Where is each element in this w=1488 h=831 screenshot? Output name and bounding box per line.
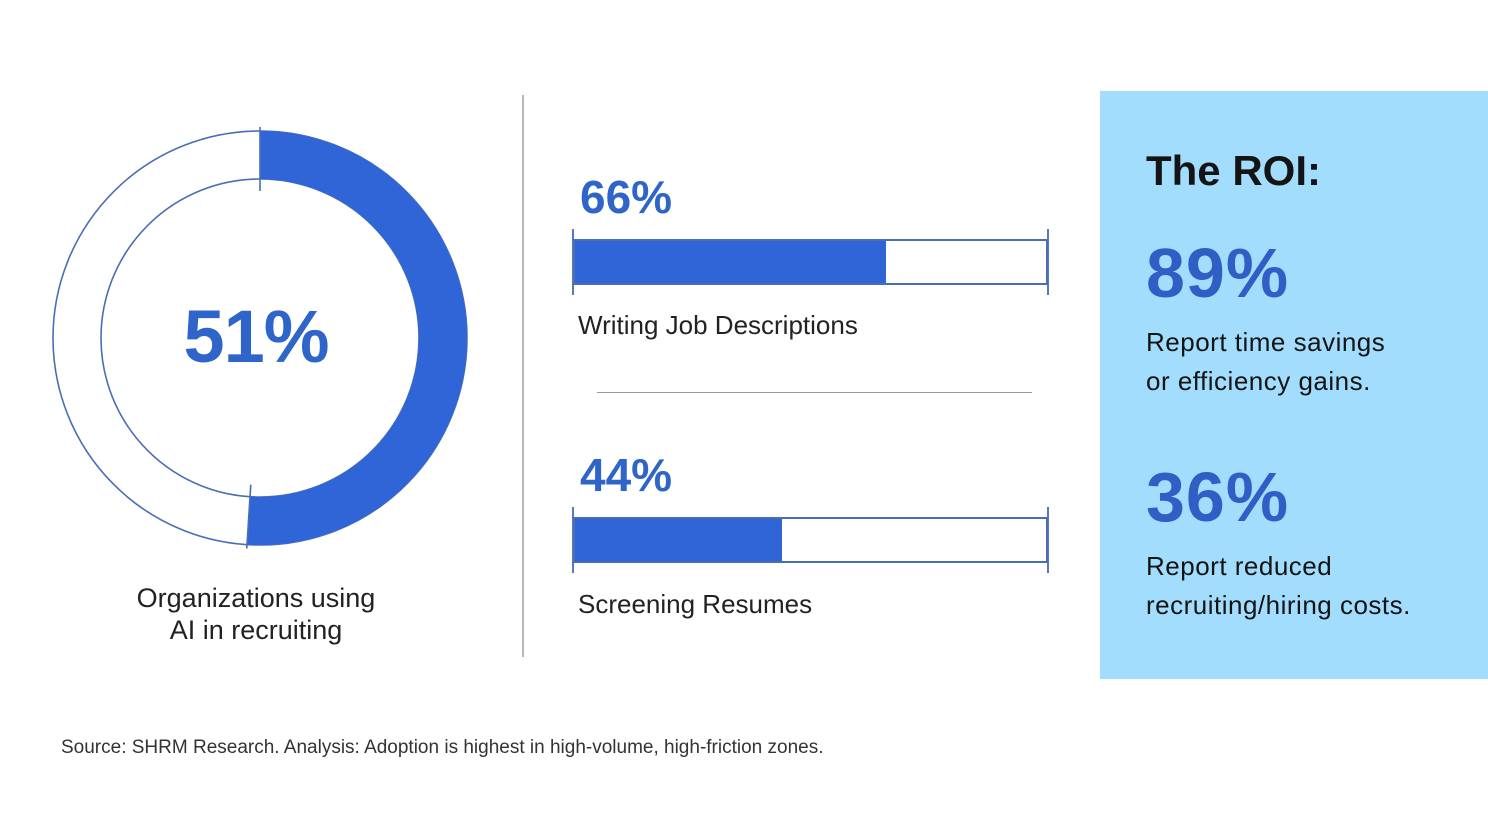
roi-description-2: Report reduced recruiting/hiring costs. [1146, 547, 1476, 625]
donut-value-label: 51% [183, 295, 329, 378]
source-note: Source: SHRM Research. Analysis: Adoptio… [61, 737, 824, 758]
donut-caption: Organizations using AI in recruiting [96, 582, 416, 646]
bar-1-right-tick [1047, 229, 1049, 295]
bar-2-value-label: 44% [580, 449, 673, 501]
bar-1-track [573, 239, 1048, 285]
bar-2-category-label: Screening Resumes [578, 589, 813, 619]
adoption-donut-chart [52, 127, 468, 549]
roi-description-2-line-2: recruiting/hiring costs. [1146, 590, 1411, 620]
bar-1-value-label: 66% [580, 171, 673, 223]
donut-caption-line-1: Organizations using [136, 583, 376, 613]
roi-description-1-line-2: or efficiency gains. [1146, 366, 1371, 396]
roi-value-1: 89% [1146, 234, 1290, 312]
roi-title: The ROI: [1146, 147, 1321, 194]
bar-1-fill [575, 241, 886, 283]
horizontal-divider [597, 392, 1032, 393]
roi-description-2-line-1: Report reduced [1146, 551, 1333, 581]
bar-2-fill [575, 519, 783, 561]
bar-2-right-tick [1047, 507, 1049, 573]
donut-value-arc [247, 131, 468, 545]
vertical-divider [522, 95, 524, 657]
roi-description-1: Report time savings or efficiency gains. [1146, 323, 1476, 401]
roi-value-2: 36% [1146, 458, 1290, 536]
bar-2-track [573, 517, 1048, 563]
roi-panel [1100, 91, 1488, 679]
donut-end-tick [245, 484, 252, 549]
roi-description-1-line-1: Report time savings [1146, 327, 1386, 357]
donut-caption-line-2: AI in recruiting [169, 615, 343, 645]
bar-1-category-label: Writing Job Descriptions [578, 310, 858, 340]
